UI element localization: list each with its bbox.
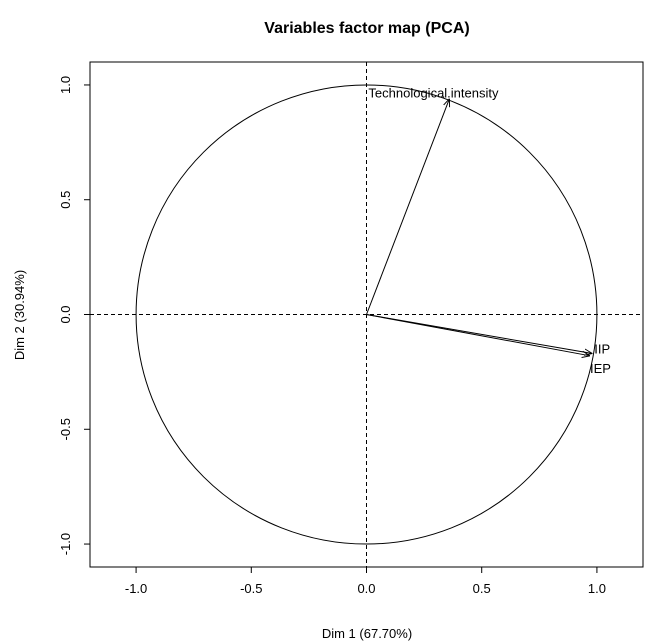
y-tick-label: 0.0 — [58, 305, 73, 323]
x-tick-label: 1.0 — [588, 581, 606, 596]
plot-content: Technological.intensity IIP IEP — [90, 62, 643, 567]
x-tick-label: 0.0 — [357, 581, 375, 596]
y-tick-label: -0.5 — [58, 418, 73, 440]
x-axis: -1.0 -0.5 0.0 0.5 1.0 — [125, 566, 606, 596]
label-iep: IEP — [590, 361, 611, 376]
y-tick-label: 0.5 — [58, 191, 73, 209]
label-technological-intensity: Technological.intensity — [368, 86, 499, 101]
arrow-technological-intensity — [366, 99, 450, 315]
arrow-iep — [366, 314, 591, 356]
x-tick-label: 0.5 — [473, 581, 491, 596]
x-tick-label: -1.0 — [125, 581, 147, 596]
y-tick-label: -1.0 — [58, 533, 73, 555]
y-axis-label: Dim 2 (30.94%) — [12, 270, 27, 360]
y-tick-label: 1.0 — [58, 76, 73, 94]
y-axis: -1.0 -0.5 0.0 0.5 1.0 — [58, 76, 91, 555]
x-tick-label: -0.5 — [240, 581, 262, 596]
chart-title: Variables factor map (PCA) — [264, 20, 469, 37]
x-axis-label: Dim 1 (67.70%) — [322, 626, 412, 641]
label-iip: IIP — [594, 342, 610, 357]
